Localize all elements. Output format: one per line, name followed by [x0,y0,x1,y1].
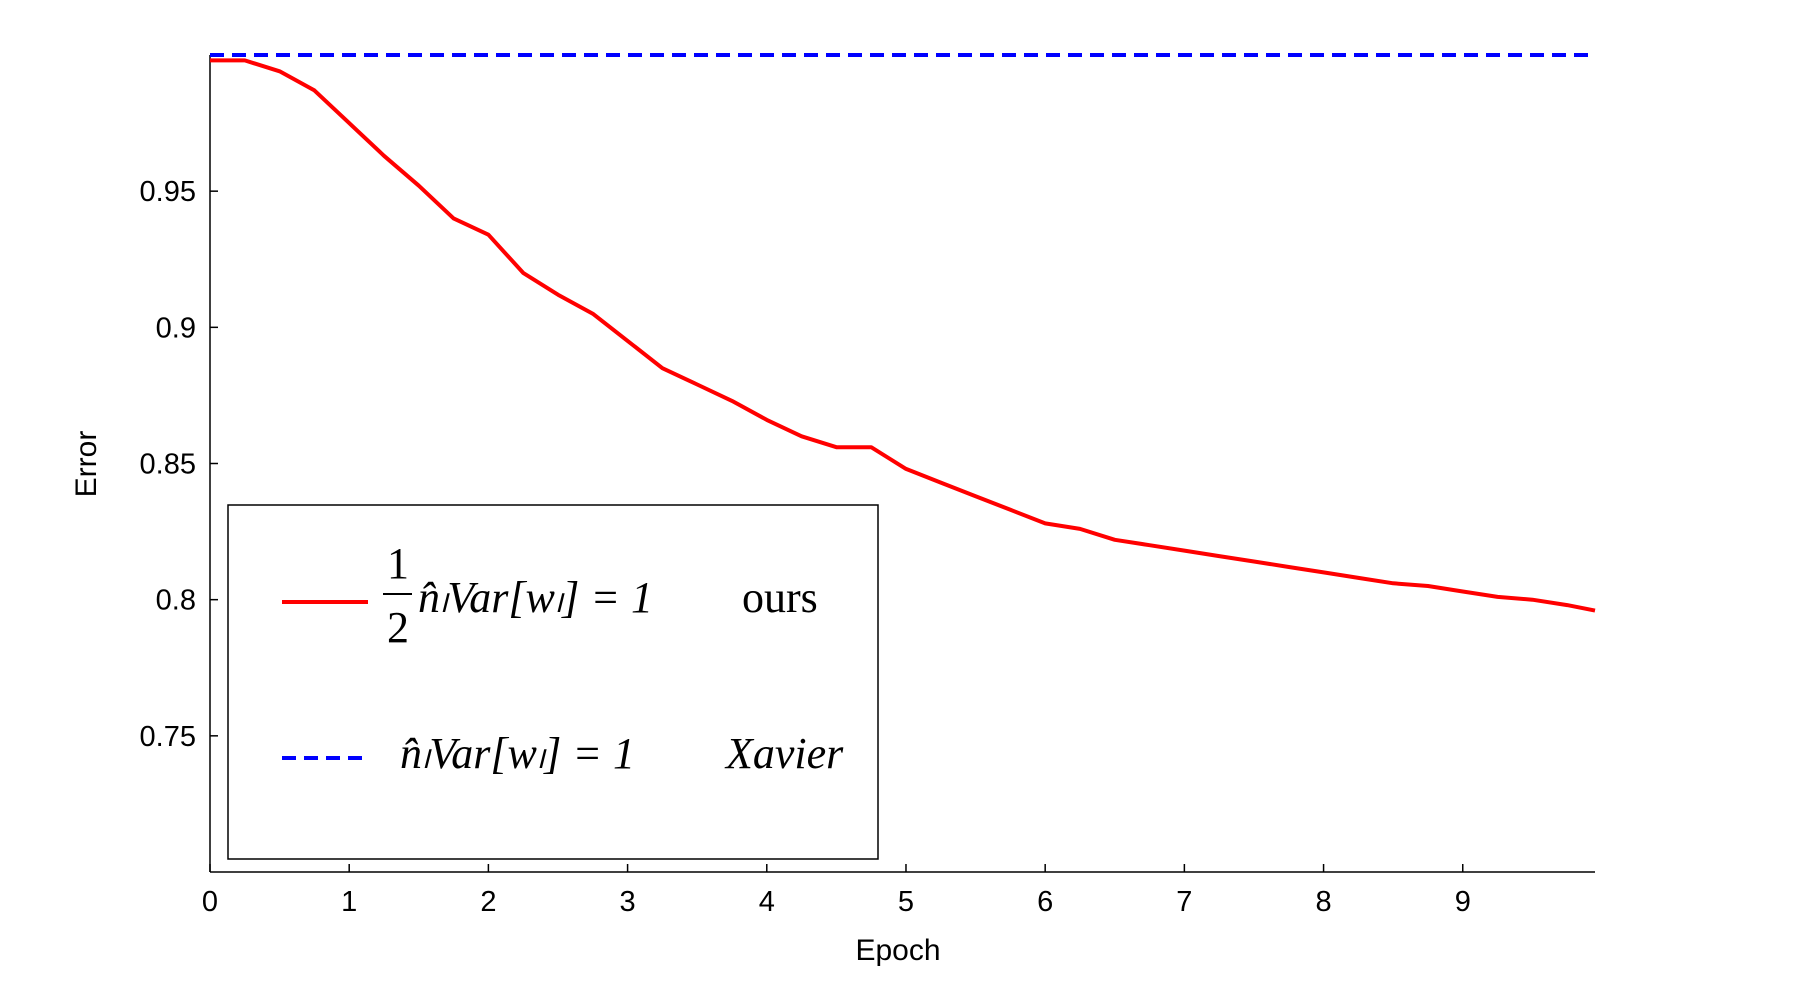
y-tick-label: 0.75 [140,721,196,753]
x-ticks: 0 1 2 3 4 5 6 7 8 9 [202,864,1471,918]
y-ticks: 0.75 0.8 0.85 0.9 0.95 [140,176,218,753]
legend-fraction-denominator: 2 [387,603,409,652]
x-tick-label: 0 [202,886,218,918]
legend-formula-ours: n̂ₗVar[wₗ] = 1 [418,573,653,622]
legend-box [227,504,879,860]
series-line-ours [210,58,1596,613]
x-tick-label: 1 [341,886,357,918]
series-layer [210,53,1596,613]
y-tick-label: 0.8 [156,585,196,617]
x-tick-label: 4 [759,886,775,918]
y-tick-label: 0.85 [140,449,196,481]
legend-tag-ours: ours [742,573,818,622]
legend-fraction-numerator: 1 [387,539,409,588]
legend-tag-xavier: Xavier [724,729,844,778]
x-tick-label: 7 [1176,886,1192,918]
x-tick-label: 9 [1455,886,1471,918]
y-axis-label: Error [70,431,103,498]
x-tick-label: 6 [1037,886,1053,918]
x-tick-label: 5 [898,886,914,918]
x-tick-label: 2 [480,886,496,918]
legend-formula-xavier: n̂ₗVar[wₗ] = 1 [400,729,635,778]
y-tick-label: 0.9 [156,312,196,344]
y-tick-label: 0.95 [140,176,196,208]
legend: 1 2 n̂ₗVar[wₗ] = 1 ours n̂ₗVar[wₗ] = 1 X… [227,504,879,860]
x-tick-label: 3 [620,886,636,918]
x-axis-label: Epoch [855,934,940,967]
x-tick-label: 8 [1315,886,1331,918]
